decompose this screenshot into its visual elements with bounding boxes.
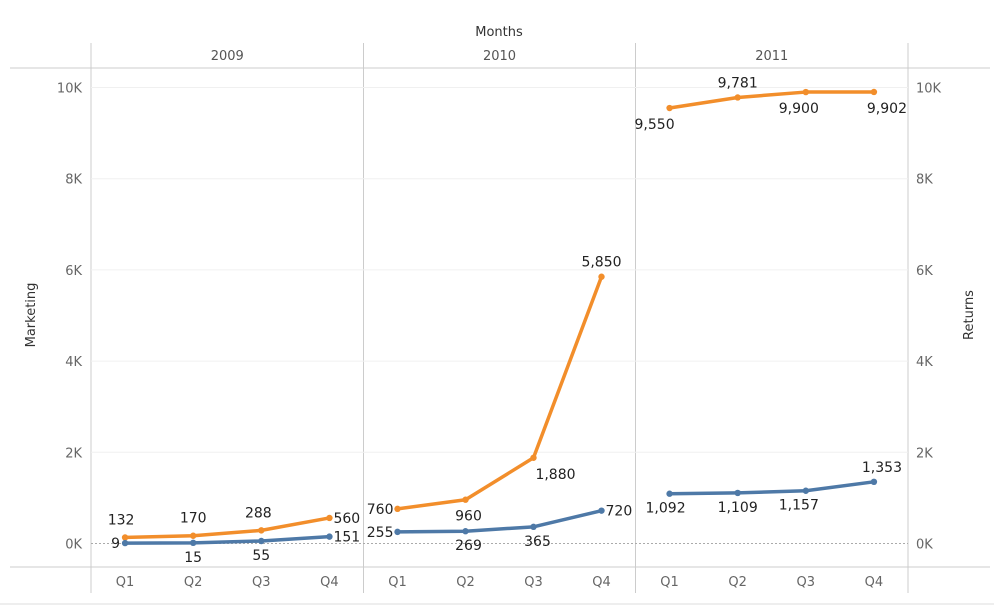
series-lines <box>123 90 876 545</box>
marketing-point <box>326 514 333 522</box>
quarter-label: Q3 <box>252 575 271 590</box>
returns-line-2009 <box>123 534 332 545</box>
marketing-data-label: 288 <box>245 505 272 521</box>
left-tick-label: 10K <box>57 82 83 97</box>
returns-point <box>530 523 537 531</box>
marketing-point <box>870 88 878 96</box>
returns-point <box>598 507 605 514</box>
marketing-point <box>530 454 537 461</box>
returns-data-label: 365 <box>524 534 551 550</box>
returns-data-label: 151 <box>333 530 360 546</box>
returns-data-label: 1,157 <box>779 498 819 514</box>
quarter-label: Q2 <box>456 575 475 590</box>
right-tick-label: 6K <box>916 264 933 279</box>
returns-data-label: 55 <box>252 548 270 564</box>
returns-data-label: 269 <box>455 538 482 554</box>
returns-data-label: 720 <box>606 504 633 520</box>
marketing-data-label: 5,850 <box>581 255 621 271</box>
marketing-line-2011 <box>667 90 876 110</box>
returns-line-2010 <box>395 508 604 534</box>
left-tick-label: 4K <box>65 355 82 370</box>
returns-data-label: 15 <box>184 550 202 566</box>
returns-data-label: 1,092 <box>646 501 686 517</box>
quarter-label: Q2 <box>184 575 203 590</box>
right-tick-label: 4K <box>916 355 933 370</box>
returns-data-label: 1,109 <box>718 500 758 516</box>
quarter-label: Q4 <box>592 575 611 590</box>
series-points <box>121 88 878 547</box>
marketing-data-label: 9,902 <box>867 101 907 117</box>
data-labels: 132 170 288 560 760 960 1,880 5,850 9,550 9,781 9,… <box>108 75 907 565</box>
marketing-line-2009 <box>123 516 332 540</box>
returns-point <box>258 537 265 545</box>
right-tick-label: 8K <box>916 173 933 188</box>
left-tick-label: 8K <box>65 173 82 188</box>
year-header: 2009 <box>211 49 244 64</box>
left-axis-label: Marketing <box>24 283 39 348</box>
quarter-label: Q3 <box>524 575 543 590</box>
quarter-label: Q1 <box>116 575 135 590</box>
marketing-point <box>394 505 401 513</box>
returns-point <box>394 528 401 536</box>
returns-data-label: 1,353 <box>862 460 902 476</box>
marketing-point <box>666 104 673 112</box>
returns-point <box>870 478 878 486</box>
marketing-data-label: 170 <box>180 511 207 527</box>
quarter-label: Q1 <box>660 575 679 590</box>
returns-point <box>666 490 673 497</box>
quarter-labels: Q1 Q2 Q3 Q4 Q1 Q2 Q3 Q4 Q1 Q2 Q3 Q4 <box>116 575 883 590</box>
left-tick-label: 2K <box>65 446 82 461</box>
marketing-point <box>734 94 741 101</box>
returns-data-label: 9 <box>111 536 120 552</box>
axis-ticks: 0K 0K 2K 2K 4K 4K 6K 6K 8K 8K 10K 10K <box>57 82 942 553</box>
left-tick-label: 0K <box>65 538 82 553</box>
year-header: 2011 <box>755 49 788 64</box>
marketing-line-2010 <box>395 274 604 511</box>
marketing-point <box>802 88 810 96</box>
left-tick-label: 6K <box>65 264 82 279</box>
marketing-data-label: 1,880 <box>535 467 575 483</box>
marketing-data-label: 760 <box>367 502 394 518</box>
year-header: 2010 <box>483 49 516 64</box>
marketing-data-label: 960 <box>455 509 482 525</box>
returns-point <box>734 489 741 497</box>
returns-data-label: 255 <box>367 525 394 541</box>
year-headers: 2009 2010 2011 <box>211 49 789 64</box>
marketing-point <box>462 496 469 503</box>
marketing-point <box>189 532 197 539</box>
right-tick-label: 0K <box>916 538 933 553</box>
returns-point <box>326 533 333 540</box>
quarter-label: Q1 <box>388 575 407 590</box>
returns-line-2011 <box>667 480 876 496</box>
marketing-data-label: 9,781 <box>718 75 758 91</box>
marketing-data-label: 560 <box>333 511 360 527</box>
marketing-data-label: 132 <box>108 512 135 528</box>
returns-point <box>121 539 129 547</box>
marketing-data-label: 9,550 <box>635 117 675 133</box>
quarter-label: Q3 <box>797 575 816 590</box>
returns-point <box>189 539 197 547</box>
right-tick-label: 10K <box>916 82 942 97</box>
right-tick-label: 2K <box>916 446 933 461</box>
marketing-point <box>598 273 605 280</box>
marketing-point <box>121 534 129 541</box>
chart-title: Months <box>475 25 523 40</box>
right-axis-label: Returns <box>962 290 977 340</box>
marketing-point <box>258 527 265 534</box>
quarter-label: Q4 <box>320 575 339 590</box>
returns-point <box>462 528 469 535</box>
quarter-label: Q2 <box>728 575 747 590</box>
marketing-data-label: 9,900 <box>779 101 819 117</box>
gridlines <box>91 87 908 544</box>
quarter-label: Q4 <box>865 575 884 590</box>
returns-point <box>802 487 810 494</box>
